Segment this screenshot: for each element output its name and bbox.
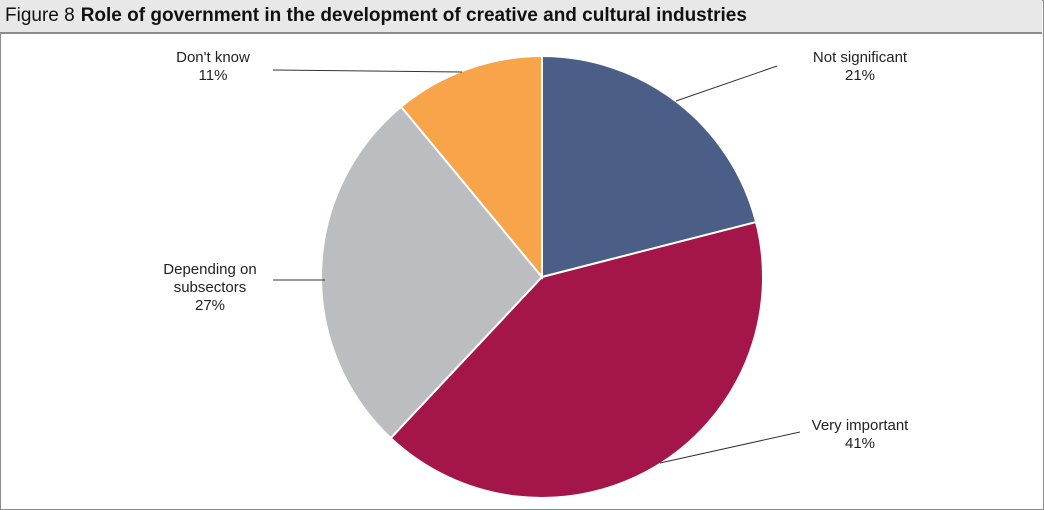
pie-slice-very-important: [389, 220, 764, 499]
figure-number: Figure 8: [5, 5, 75, 26]
figure-title-text: Role of government in the development of…: [80, 5, 747, 26]
pie-leader-lines: [272, 65, 801, 464]
slice-label: Not significant 21%: [813, 49, 908, 84]
leader-line: [272, 69, 463, 73]
pie-slice-don-t-know: [399, 54, 543, 280]
slice-label: Don't know 11%: [176, 49, 250, 84]
pie-slice-not-significant: [541, 54, 758, 279]
figure-title: Figure 8 Role of government in the develo…: [5, 5, 747, 27]
slice-name: Depending on: [163, 261, 256, 278]
pie-slices: [320, 54, 764, 499]
leader-line: [659, 431, 801, 464]
leader-line: [675, 65, 778, 102]
slice-label: Very important 41%: [812, 417, 910, 452]
pie-slice-depending-on-subsectors: [320, 105, 544, 440]
slice-name: Not significant: [813, 49, 908, 66]
slice-name: Very important: [812, 417, 910, 434]
slice-name: Don't know: [176, 49, 250, 66]
slice-percent: 41%: [845, 435, 875, 452]
slice-percent: 27%: [195, 297, 225, 314]
slice-name: subsectors: [174, 279, 247, 296]
pie-labels: Not significant 21% Very important 41% Depen…: [163, 49, 909, 452]
slice-percent: 11%: [199, 67, 228, 84]
figure-title-bar: Figure 8 Role of government in the develo…: [0, 0, 1042, 34]
slice-percent: 21%: [845, 67, 875, 84]
slice-label: Depending on subsectors 27%: [163, 261, 256, 314]
